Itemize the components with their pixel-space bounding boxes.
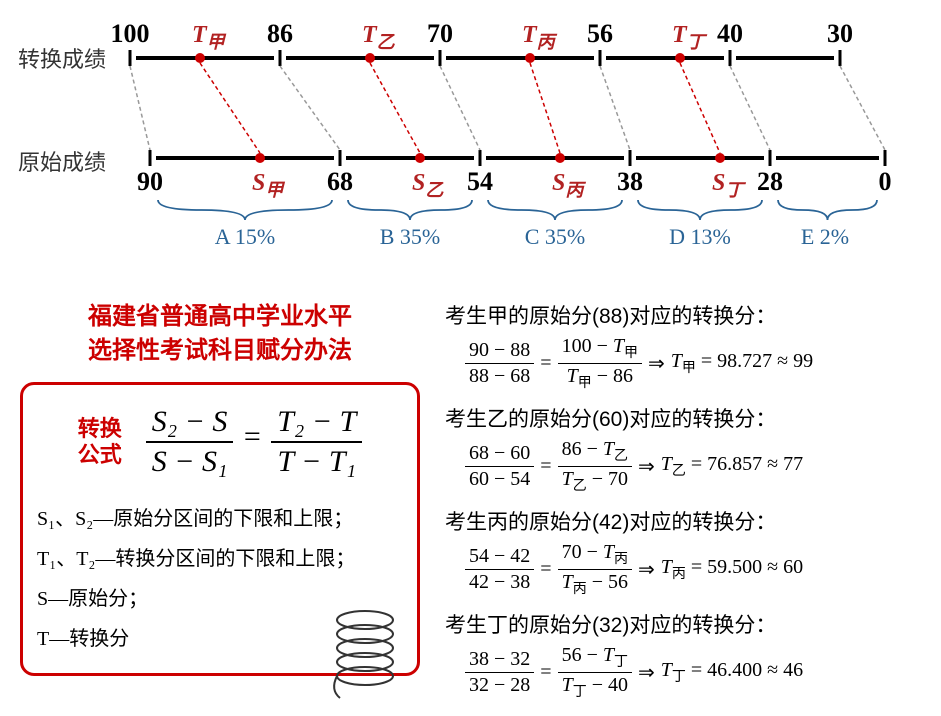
svg-text:T甲: T甲	[192, 22, 227, 52]
example-title: 考生丁的原始分(32)对应的转换分：	[445, 609, 935, 639]
example-math: 90 − 8888 − 68 = 100 − T甲 T甲 − 86 ⇒ T甲 =…	[445, 334, 935, 393]
example-title: 考生甲的原始分(88)对应的转换分：	[445, 300, 935, 330]
example-math: 54 − 4242 − 38 = 70 − T丙 T丙 − 56 ⇒ T丙 = …	[445, 540, 935, 599]
svg-text:T丙: T丙	[522, 22, 558, 52]
svg-text:0: 0	[879, 167, 892, 196]
legend-line: S₁、S₂—原始分区间的下限和上限；	[37, 499, 403, 539]
svg-text:B 35%: B 35%	[380, 224, 441, 249]
svg-text:30: 30	[827, 19, 853, 48]
formula-label: 转换 公式	[78, 416, 122, 469]
svg-text:T丁: T丁	[672, 22, 708, 52]
example-math: 68 − 6060 − 54 = 86 − T乙 T乙 − 70 ⇒ T乙 = …	[445, 437, 935, 496]
example-block: 考生甲的原始分(88)对应的转换分： 90 − 8888 − 68 = 100 …	[445, 300, 935, 393]
svg-text:68: 68	[327, 167, 353, 196]
svg-text:C 35%: C 35%	[525, 224, 586, 249]
svg-text:S丙: S丙	[552, 170, 586, 200]
svg-text:86: 86	[267, 19, 293, 48]
svg-text:38: 38	[617, 167, 643, 196]
example-math: 38 − 3232 − 28 = 56 − T丁 T丁 − 40 ⇒ T丁 = …	[445, 643, 935, 702]
scale-diagram: 转换成绩 原始成绩 100867056403090685438280T甲T乙T丙…	[0, 10, 941, 290]
svg-text:D 13%: D 13%	[669, 224, 731, 249]
svg-text:S乙: S乙	[412, 170, 444, 200]
svg-text:E 2%: E 2%	[801, 224, 849, 249]
svg-text:S丁: S丁	[712, 170, 746, 200]
svg-text:100: 100	[111, 19, 150, 48]
legend-line: T₁、T₂—转换分区间的下限和上限；	[37, 539, 403, 579]
svg-text:54: 54	[467, 167, 493, 196]
svg-text:28: 28	[757, 167, 783, 196]
spring-icon	[320, 600, 410, 710]
examples-column: 考生甲的原始分(88)对应的转换分： 90 − 8888 − 68 = 100 …	[445, 300, 935, 712]
svg-text:70: 70	[427, 19, 453, 48]
title-line1: 福建省普通高中学业水平	[88, 303, 352, 330]
title-line2: 选择性考试科目赋分办法	[88, 337, 352, 364]
svg-text:56: 56	[587, 19, 613, 48]
formula-math: S₂ − SS − S₁ = T₂ − TT − T₁	[146, 403, 363, 481]
svg-text:40: 40	[717, 19, 743, 48]
formula-row: 转换 公式 S₂ − SS − S₁ = T₂ − TT − T₁	[37, 403, 403, 481]
example-block: 考生丁的原始分(32)对应的转换分： 38 − 3232 − 28 = 56 −…	[445, 609, 935, 702]
example-block: 考生丙的原始分(42)对应的转换分： 54 − 4242 − 38 = 70 −…	[445, 506, 935, 599]
method-title: 福建省普通高中学业水平 选择性考试科目赋分办法	[50, 300, 390, 367]
example-block: 考生乙的原始分(60)对应的转换分： 68 − 6060 − 54 = 86 −…	[445, 403, 935, 496]
example-title: 考生丙的原始分(42)对应的转换分：	[445, 506, 935, 536]
svg-text:90: 90	[137, 167, 163, 196]
example-title: 考生乙的原始分(60)对应的转换分：	[445, 403, 935, 433]
scales-svg: 100 86 70 56 40 30 90 68 54 38 28 0 T甲 T乙 T丙 T丁 S甲 S乙 S丙 S丁…	[0, 10, 941, 290]
svg-text:A 15%: A 15%	[215, 224, 276, 249]
svg-text:T乙: T乙	[362, 22, 396, 52]
svg-text:S甲: S甲	[252, 170, 285, 200]
